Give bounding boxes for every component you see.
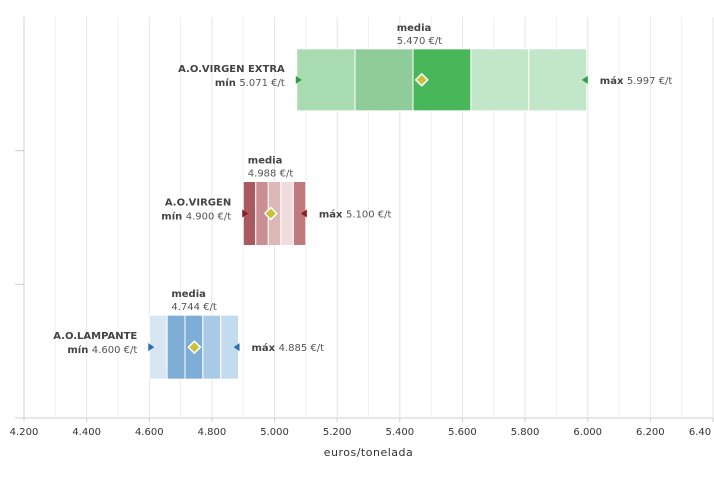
x-tick-label: 4.600 bbox=[135, 427, 164, 438]
series-name-label: A.O.VIRGEN EXTRA bbox=[178, 64, 285, 75]
x-tick-label: 4.200 bbox=[10, 427, 39, 438]
x-tick-label: 4.400 bbox=[72, 427, 101, 438]
x-tick-label: 6.000 bbox=[573, 427, 602, 438]
series-name-label: A.O.VIRGEN bbox=[165, 198, 231, 209]
x-tick-label: 5.000 bbox=[260, 427, 289, 438]
mean-title-label: media bbox=[171, 289, 206, 300]
max-value-label: máx 4.885 €/t bbox=[252, 342, 325, 354]
max-marker bbox=[581, 75, 588, 84]
mean-marker bbox=[414, 72, 429, 87]
range-segment bbox=[166, 314, 186, 380]
mean-value-label: 4.988 €/t bbox=[248, 169, 294, 180]
x-tick-label: 5.600 bbox=[448, 427, 477, 438]
series-name-label: A.O.LAMPANTE bbox=[53, 331, 137, 342]
mean-value-label: 4.744 €/t bbox=[171, 302, 217, 313]
x-tick-label: 6.200 bbox=[636, 427, 665, 438]
range-segment bbox=[470, 48, 530, 112]
x-axis-title: euros/tonelada bbox=[324, 446, 414, 459]
x-tick-label: 5.800 bbox=[511, 427, 540, 438]
x-tick-label: 4.800 bbox=[198, 427, 227, 438]
min-value-label: mín 4.600 €/t bbox=[67, 344, 137, 356]
range-segment bbox=[296, 48, 356, 112]
range-segment bbox=[528, 48, 588, 112]
max-marker bbox=[300, 209, 307, 218]
max-marker bbox=[233, 343, 240, 352]
min-value-label: mín 5.071 €/t bbox=[215, 77, 285, 89]
min-marker bbox=[148, 343, 155, 352]
mean-title-label: media bbox=[397, 23, 432, 34]
mean-marker bbox=[187, 340, 202, 355]
min-marker bbox=[242, 209, 249, 218]
mean-value-label: 5.470 €/t bbox=[397, 36, 443, 47]
range-segment bbox=[354, 48, 414, 112]
x-tick-label: 6.40 bbox=[689, 427, 711, 438]
min-marker bbox=[295, 75, 302, 84]
mean-title-label: media bbox=[248, 156, 283, 167]
min-value-label: mín 4.900 €/t bbox=[161, 211, 231, 223]
x-tick-label: 5.400 bbox=[385, 427, 414, 438]
mean-marker bbox=[263, 206, 278, 221]
range-segment bbox=[280, 181, 294, 246]
max-value-label: máx 5.100 €/t bbox=[319, 209, 392, 221]
max-value-label: máx 5.997 €/t bbox=[600, 75, 673, 87]
range-segment bbox=[202, 314, 222, 380]
x-tick-label: 5.200 bbox=[323, 427, 352, 438]
